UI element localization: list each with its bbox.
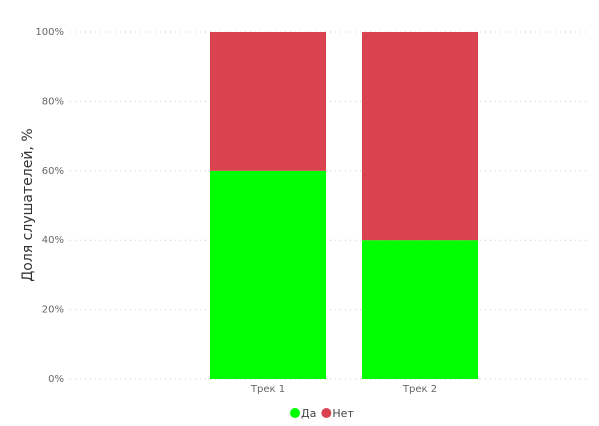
y-tick-label: 100% (35, 27, 64, 38)
x-tick-label: Трек 2 (402, 384, 437, 395)
bar-segment (210, 32, 326, 171)
y-tick-label: 40% (42, 235, 64, 246)
legend-label: Да (301, 407, 316, 420)
bar-segment (362, 240, 478, 379)
y-tick-label: 80% (42, 96, 64, 107)
y-tick-label: 0% (48, 374, 64, 385)
bar-segment (362, 32, 478, 241)
legend-marker (321, 408, 332, 418)
y-tick-label: 60% (42, 166, 64, 177)
bar-segment (210, 170, 326, 379)
y-axis-label: Доля слушателей, % (20, 128, 36, 281)
legend-label: Нет (332, 407, 354, 420)
legend-marker (290, 408, 300, 418)
y-tick-label: 20% (42, 305, 64, 316)
x-tick-label: Трек 1 (250, 384, 285, 395)
